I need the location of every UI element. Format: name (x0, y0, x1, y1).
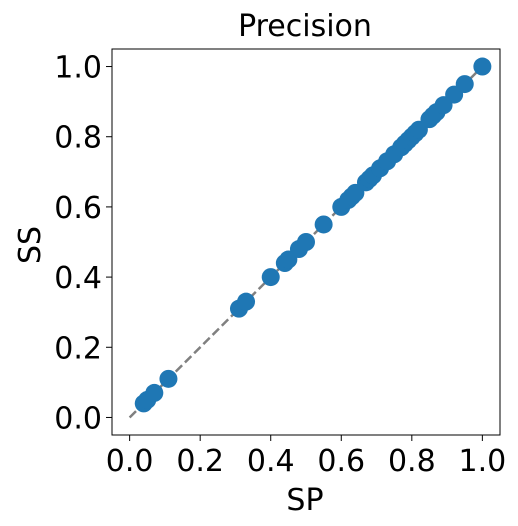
y-tick-label: 0.6 (54, 191, 102, 226)
x-tick-label: 0.8 (388, 444, 436, 479)
y-tick-label: 0.4 (54, 261, 102, 296)
data-point (473, 57, 492, 76)
plot-area (128, 57, 492, 419)
y-tick-label: 0.8 (54, 121, 102, 156)
x-tick-label: 1.0 (459, 444, 507, 479)
data-point (145, 383, 164, 402)
x-tick-label: 0.6 (317, 444, 365, 479)
x-axis-title: SP (286, 483, 323, 518)
x-tick-label: 0.2 (176, 444, 224, 479)
chart-title: Precision (238, 9, 372, 44)
y-tick-label: 1.0 (54, 51, 102, 86)
data-point (261, 268, 280, 287)
y-tick-label: 0.0 (54, 401, 102, 436)
plot-frame (111, 48, 501, 436)
data-point (297, 233, 315, 251)
data-point (455, 75, 474, 94)
axis-ticks: 0.0 0.2 0.4 0.6 0.8 1.0 0.0 0.2 0.4 0.6 0.8 1.0 (54, 51, 506, 479)
x-tick-label: 0.0 (106, 444, 154, 479)
data-point (159, 369, 178, 388)
y-axis-title: SS (13, 226, 48, 264)
data-point (237, 292, 256, 311)
y-tick-label: 0.2 (54, 331, 102, 366)
x-tick-label: 0.4 (247, 444, 295, 479)
data-point (314, 215, 333, 234)
